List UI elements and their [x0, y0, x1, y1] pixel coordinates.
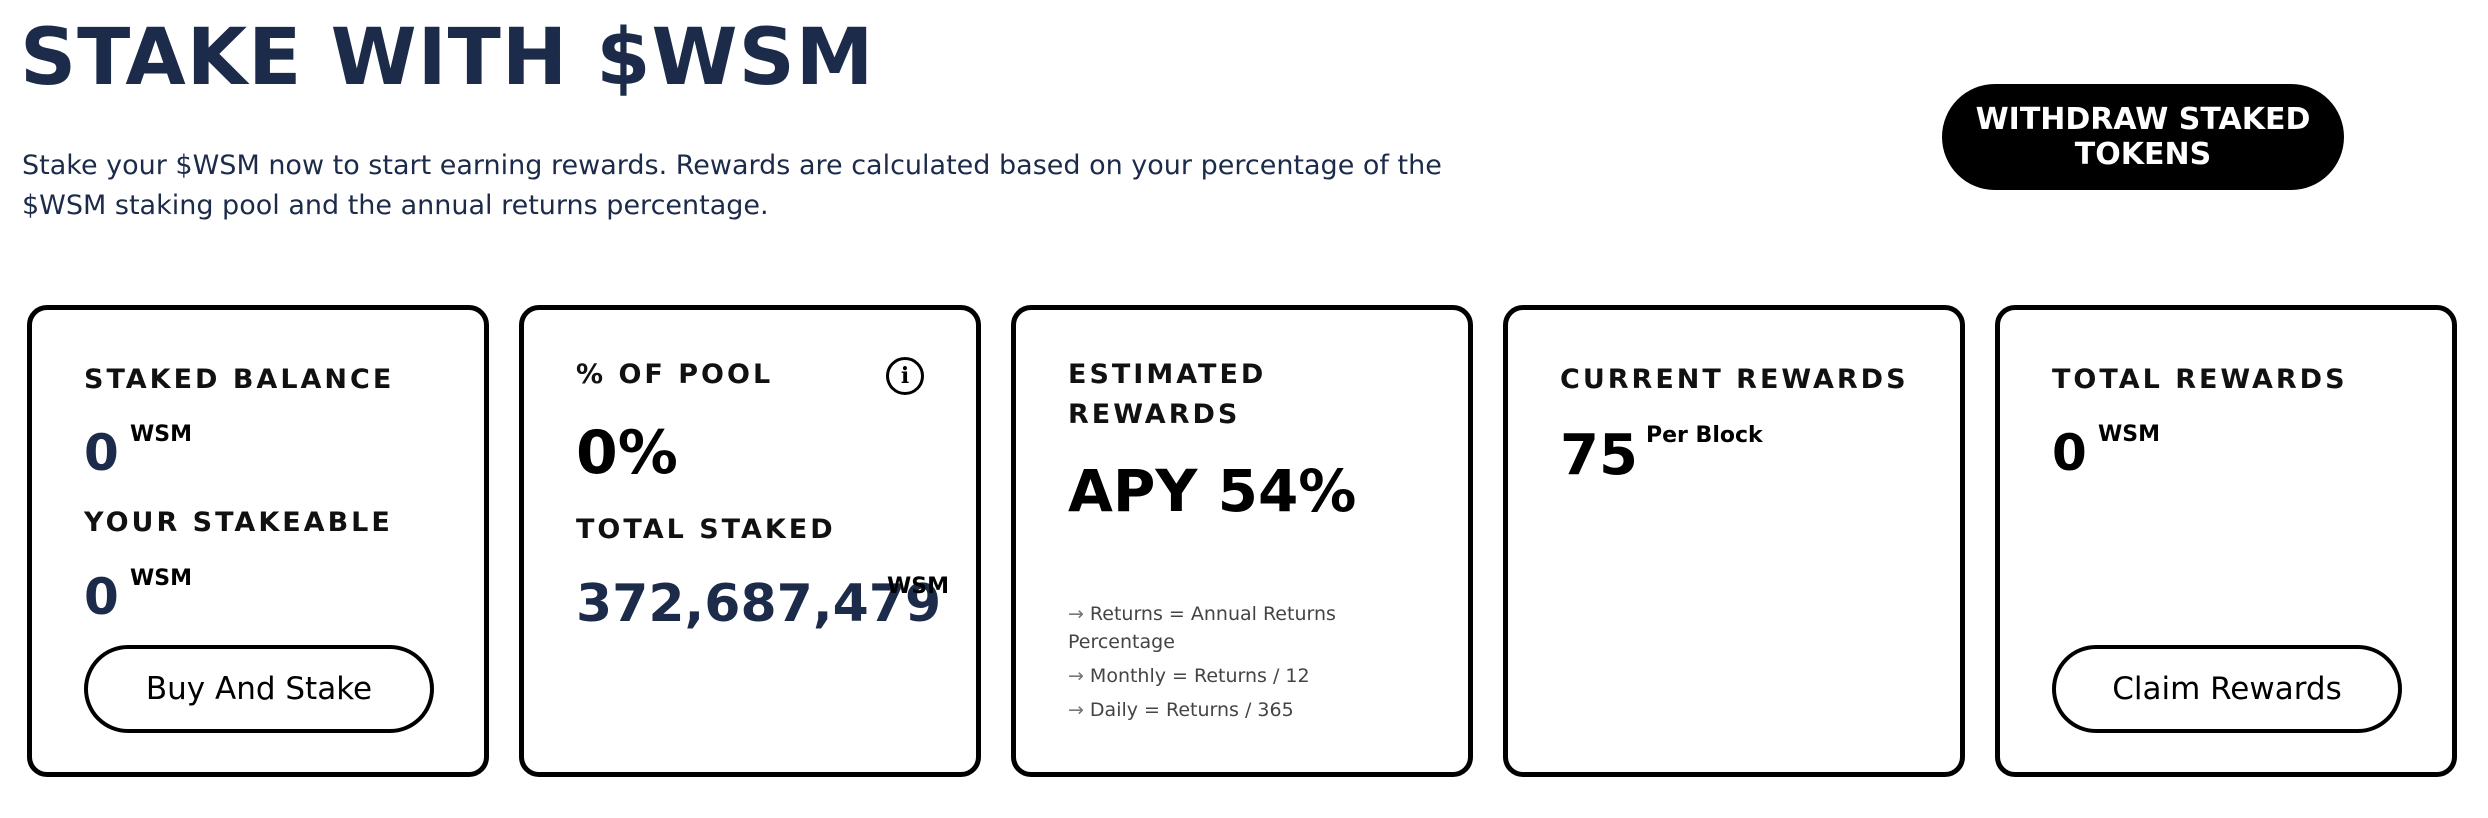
apy-value: APY 54% [1068, 457, 1357, 525]
current-rewards-value: 75 [1560, 423, 1638, 488]
formula-item: → Monthly = Returns / 12 [1068, 662, 1408, 690]
staked-balance-label: STAKED BALANCE [84, 364, 395, 395]
formula-text: Returns = Annual Returns Percentage [1068, 603, 1336, 653]
stakeable-label: YOUR STAKEABLE [84, 507, 393, 538]
page-description: Stake your $WSM now to start earning rew… [22, 150, 1442, 221]
staked-balance-unit: WSM [130, 422, 193, 447]
total-rewards-value: 0 [2052, 424, 2087, 482]
formula-text: Monthly = Returns / 12 [1089, 665, 1310, 687]
arrow-right-icon: → [1068, 699, 1084, 721]
total-staked-label: TOTAL STAKED [576, 514, 836, 545]
staked-balance-card: STAKED BALANCE 0 WSM YOUR STAKEABLE 0 WS… [27, 305, 489, 777]
formula-item: → Daily = Returns / 365 [1068, 696, 1408, 724]
estimated-rewards-label: ESTIMATED REWARDS [1068, 359, 1267, 430]
pool-percentage-label: % OF POOL [576, 359, 774, 390]
pool-percentage-card: % OF POOL i 0% TOTAL STAKED 372,687,479 … [519, 305, 981, 777]
total-rewards-card: TOTAL REWARDS 0 WSM Claim Rewards [1995, 305, 2457, 777]
total-staked-unit: WSM [887, 574, 950, 599]
stakeable-value: 0 [84, 568, 119, 626]
total-staked-value: 372,687,479 [576, 574, 942, 634]
estimated-rewards-card: ESTIMATED REWARDS APY 54% → Returns = Ann… [1011, 305, 1473, 777]
claim-rewards-button[interactable]: Claim Rewards [2052, 645, 2402, 733]
stakeable-unit: WSM [130, 566, 193, 591]
arrow-right-icon: → [1068, 665, 1084, 687]
pool-percentage-value: 0% [576, 418, 678, 488]
formula-item: → Returns = Annual Returns Percentage [1068, 600, 1408, 656]
staked-balance-value: 0 [84, 424, 119, 482]
current-rewards-label: CURRENT REWARDS [1560, 364, 1909, 395]
info-icon[interactable]: i [886, 357, 924, 395]
total-rewards-label: TOTAL REWARDS [2052, 364, 2348, 395]
current-rewards-unit: Per Block [1646, 423, 1763, 448]
formula-text: Daily = Returns / 365 [1089, 699, 1294, 721]
withdraw-staked-tokens-button[interactable]: WITHDRAW STAKED TOKENS [1942, 84, 2344, 190]
arrow-right-icon: → [1068, 603, 1084, 625]
total-rewards-unit: WSM [2098, 422, 2161, 447]
current-rewards-card: CURRENT REWARDS 75 Per Block [1503, 305, 1965, 777]
buy-and-stake-button[interactable]: Buy And Stake [84, 645, 434, 733]
formula-list: → Returns = Annual Returns Percentage → Mo… [1068, 600, 1408, 730]
page-title: STAKE WITH $WSM [20, 13, 875, 103]
